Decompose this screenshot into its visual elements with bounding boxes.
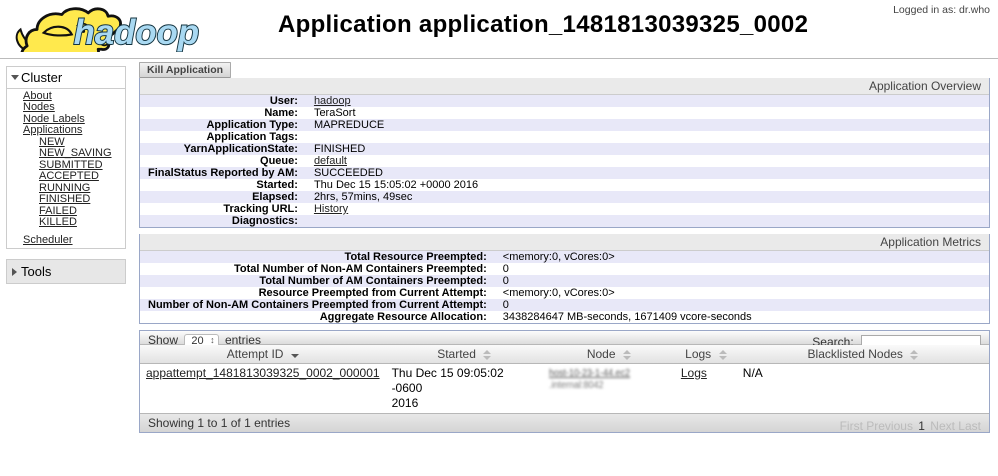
svg-text:hadoop: hadoop <box>74 14 200 52</box>
